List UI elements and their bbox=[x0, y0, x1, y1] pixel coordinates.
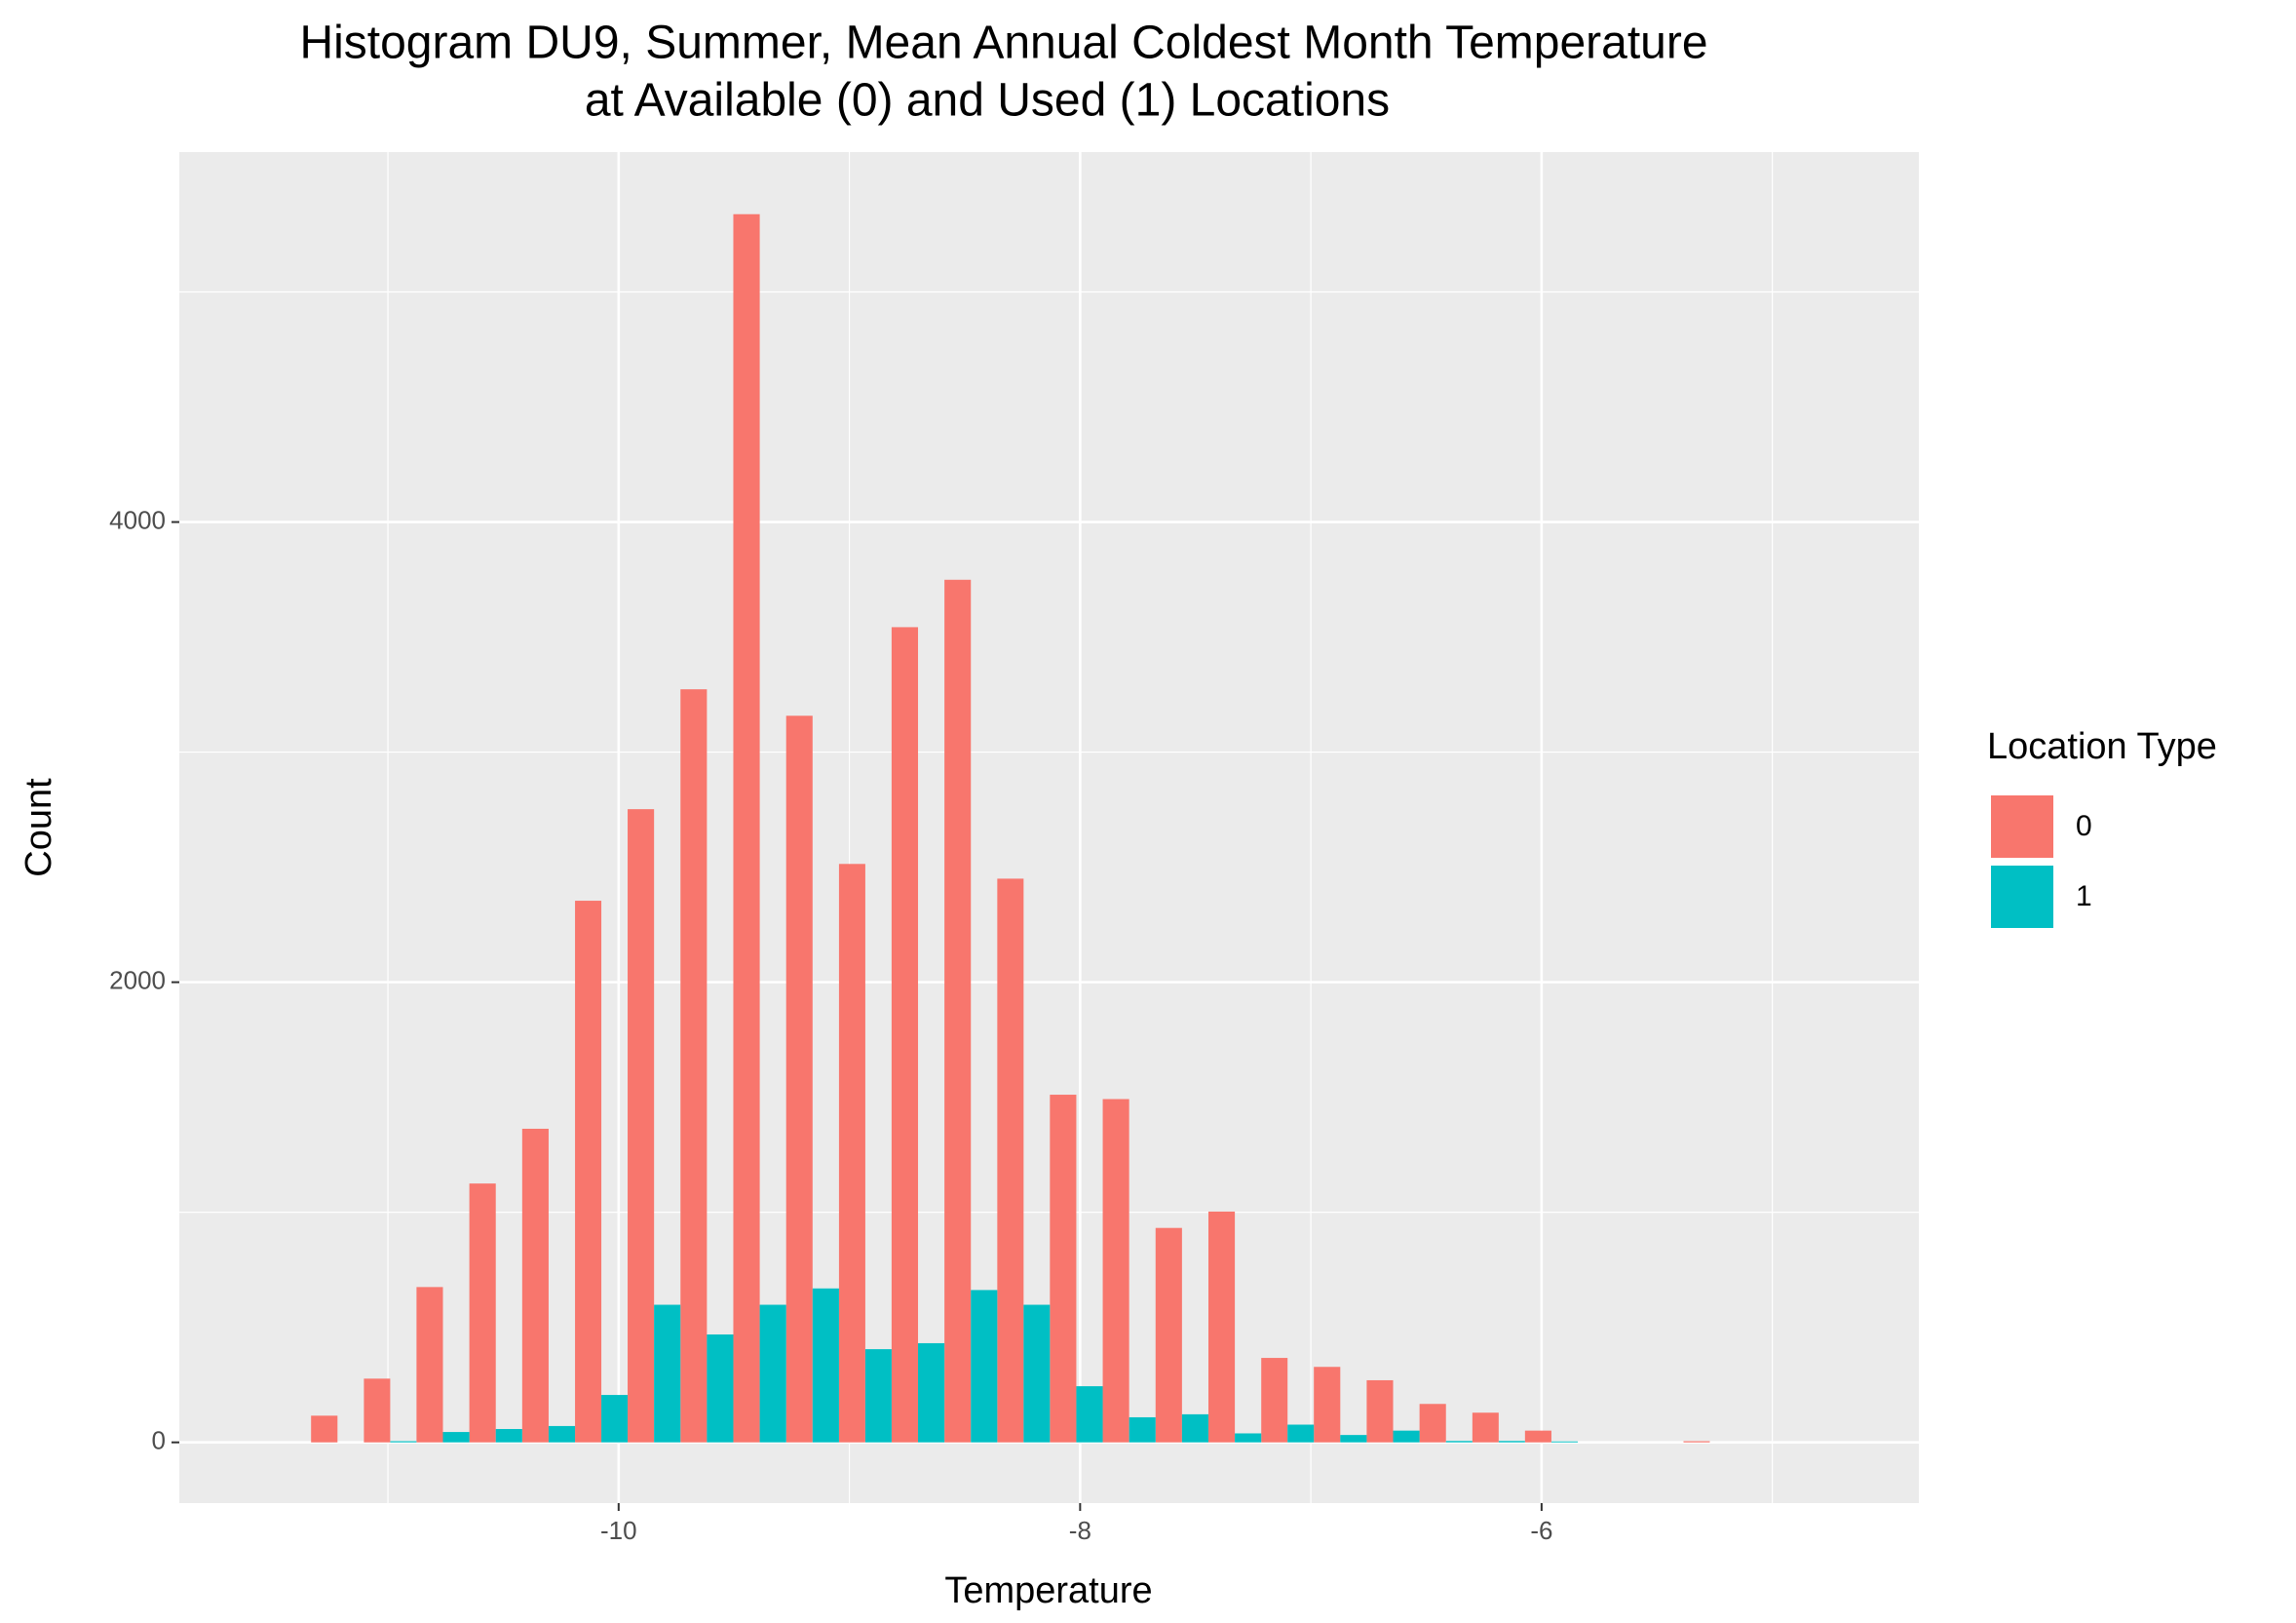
legend-key bbox=[1989, 793, 2055, 860]
bar bbox=[1023, 1304, 1051, 1443]
bar bbox=[838, 864, 865, 1443]
y-tick-label: 2000 bbox=[109, 965, 166, 994]
bar bbox=[654, 1304, 681, 1443]
bar bbox=[864, 1349, 892, 1443]
bar bbox=[1181, 1413, 1208, 1443]
bar bbox=[1419, 1404, 1446, 1443]
bar bbox=[1340, 1435, 1367, 1443]
bars bbox=[311, 213, 1710, 1443]
bar bbox=[812, 1288, 839, 1443]
bar bbox=[1207, 1211, 1236, 1443]
x-tick-label: -6 bbox=[1530, 1516, 1552, 1545]
bar bbox=[891, 627, 919, 1443]
chart-title: at Available (0) and Used (1) Locations bbox=[585, 75, 1390, 127]
bar bbox=[628, 809, 655, 1443]
bar bbox=[1102, 1099, 1129, 1443]
bar bbox=[521, 1128, 549, 1443]
bar bbox=[390, 1441, 417, 1443]
bar bbox=[311, 1415, 338, 1443]
bar bbox=[971, 1290, 998, 1443]
bar bbox=[680, 689, 708, 1443]
bar bbox=[1683, 1441, 1710, 1443]
legend: Location Type 0 1 bbox=[1987, 726, 2217, 930]
bar bbox=[442, 1432, 470, 1443]
legend-title: Location Type bbox=[1987, 726, 2217, 767]
bar bbox=[707, 1333, 734, 1443]
bar bbox=[785, 715, 813, 1443]
y-tick-label: 0 bbox=[152, 1426, 166, 1455]
bar bbox=[1129, 1416, 1156, 1443]
bar bbox=[548, 1425, 576, 1443]
bar bbox=[1445, 1441, 1473, 1443]
bar bbox=[733, 213, 760, 1443]
bar bbox=[759, 1304, 786, 1443]
bar bbox=[1235, 1433, 1262, 1443]
bar bbox=[495, 1428, 522, 1443]
bar bbox=[997, 878, 1024, 1443]
y-tick-label: 4000 bbox=[109, 505, 166, 534]
bar bbox=[1261, 1358, 1288, 1443]
bar bbox=[944, 579, 972, 1443]
bar bbox=[469, 1183, 496, 1443]
legend-label: 0 bbox=[2076, 810, 2092, 842]
legend-label: 1 bbox=[2076, 880, 2092, 912]
bar bbox=[1076, 1386, 1103, 1443]
chart-title: Histogram DU9, Summer, Mean Annual Colde… bbox=[299, 18, 1707, 69]
bar bbox=[1287, 1424, 1315, 1443]
bar bbox=[1498, 1441, 1525, 1443]
bar bbox=[1050, 1095, 1077, 1443]
bar bbox=[364, 1378, 391, 1443]
bar bbox=[1524, 1430, 1551, 1443]
bar bbox=[1155, 1227, 1182, 1443]
bar bbox=[601, 1395, 629, 1443]
bar bbox=[1393, 1430, 1420, 1443]
bar bbox=[1472, 1412, 1499, 1443]
bar bbox=[575, 901, 602, 1443]
bar bbox=[416, 1287, 443, 1443]
bar bbox=[1550, 1441, 1579, 1443]
legend-key bbox=[1989, 864, 2055, 930]
bar bbox=[918, 1342, 945, 1443]
x-tick-label: -8 bbox=[1069, 1516, 1091, 1545]
bar bbox=[1314, 1367, 1341, 1443]
bar bbox=[1366, 1379, 1394, 1443]
y-axis-title: Count bbox=[19, 778, 59, 877]
x-axis-title: Temperature bbox=[944, 1570, 1152, 1611]
panel bbox=[179, 152, 1919, 1503]
x-tick-label: -10 bbox=[600, 1516, 637, 1545]
